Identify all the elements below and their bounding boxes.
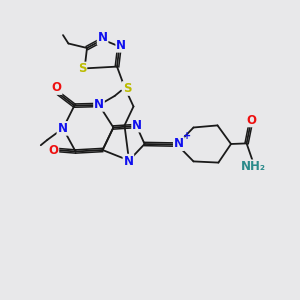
Text: O: O bbox=[52, 81, 62, 94]
Text: N: N bbox=[132, 118, 142, 132]
Text: N: N bbox=[123, 154, 134, 168]
Text: N: N bbox=[116, 39, 126, 52]
Text: +: + bbox=[182, 131, 191, 141]
Text: O: O bbox=[246, 113, 256, 127]
Text: S: S bbox=[123, 82, 131, 95]
Text: N: N bbox=[94, 98, 104, 111]
Text: N: N bbox=[57, 122, 68, 135]
Text: NH₂: NH₂ bbox=[241, 160, 266, 173]
Text: S: S bbox=[78, 62, 86, 76]
Text: O: O bbox=[48, 143, 59, 157]
Text: N: N bbox=[174, 137, 184, 150]
Text: N: N bbox=[98, 31, 108, 44]
